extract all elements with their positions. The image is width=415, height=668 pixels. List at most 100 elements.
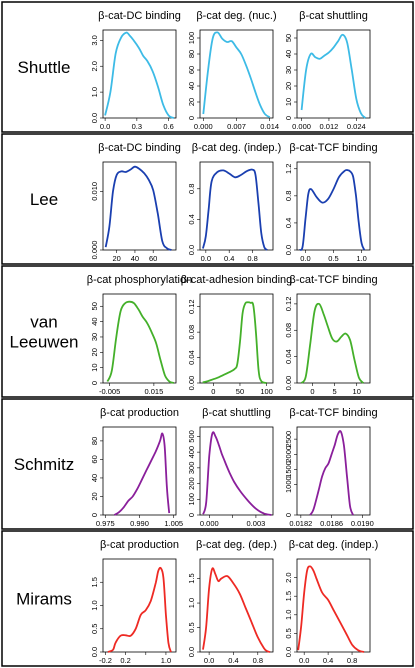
- y-tick-label: 80: [90, 437, 99, 445]
- density-curve: [299, 169, 366, 251]
- y-tick-label: 0.04: [284, 349, 293, 364]
- x-tick-label: 1.005: [164, 519, 183, 528]
- density-curve: [202, 301, 267, 384]
- panel-title: β-cat-DC binding: [98, 10, 181, 22]
- y-tick-label: 60: [90, 455, 99, 463]
- row-label: van Leeuwen: [9, 313, 78, 352]
- y-tick-label: 0.8: [187, 184, 196, 194]
- y-tick-label: 100: [187, 493, 196, 506]
- y-tick-label: 0.4: [187, 214, 196, 224]
- x-tick-label: 0.0: [299, 656, 309, 665]
- x-tick-label: -0.2: [99, 656, 112, 665]
- panel-schmitz-2: β-cat shuttling 0.000 0.003 0 100 200 300 400 50…: [187, 407, 274, 528]
- plot-frame: [296, 161, 371, 251]
- panel-title: β-cat phosphorylation: [87, 274, 192, 286]
- y-tick-label: 1.2: [284, 164, 293, 174]
- plot-frame: [199, 558, 274, 653]
- y-tick-label: 0.5: [187, 622, 196, 632]
- x-tick-label: 10: [353, 387, 361, 396]
- x-tick-label: 0.012: [320, 122, 339, 131]
- y-tick-label: 0.8: [284, 191, 293, 201]
- model-row-mirams: Mirams β-cat production -0.2 0.2 1.0 0.0 0.5 1.…: [1, 530, 414, 667]
- panel-mirams-2: β-cat deg. (dep.) 0.0 0.4 0.8 0.0 0.5 1.0 1.5: [187, 539, 277, 665]
- y-tick-label: 1.5: [90, 577, 99, 587]
- density-curve: [297, 565, 365, 653]
- x-tick-label: 60: [149, 254, 157, 263]
- x-tick-label: 0.2: [120, 656, 130, 665]
- x-tick-label: 0.0: [204, 656, 214, 665]
- y-tick-label: 400: [187, 446, 196, 459]
- y-tick-label: 0.08: [284, 323, 293, 338]
- y-tick-label: 0: [284, 513, 293, 517]
- y-tick-label: 50: [284, 34, 293, 42]
- y-tick-label: 0.0: [90, 647, 99, 657]
- x-tick-label: 0.4: [228, 656, 238, 665]
- y-tick-label: 20: [187, 98, 196, 106]
- y-tick-label: 2000: [284, 446, 293, 463]
- panel-lee-3: β-cat-TCF binding 0.0 0.5 1.0 0.0 0.4 0.8 1.2: [284, 142, 378, 263]
- y-tick-label: 60: [187, 66, 196, 74]
- row-frame: [1, 1, 414, 133]
- x-tick-label: 0.0: [300, 254, 310, 263]
- y-tick-label: 1.0: [187, 598, 196, 608]
- x-tick-label: 0.0: [201, 254, 211, 263]
- y-tick-label: 1500: [284, 461, 293, 478]
- panel-van-leeuwen-3: β-cat-TCF binding 0 5 10 0.00 0.04 0.08 0.12: [284, 274, 378, 396]
- x-tick-label: 0.000: [194, 122, 213, 131]
- x-tick-label: 40: [131, 254, 139, 263]
- x-tick-label: 0.8: [247, 254, 257, 263]
- panel-title: β-cat deg. (indep.): [192, 142, 281, 154]
- y-tick-label: 200: [187, 477, 196, 490]
- x-tick-label: 0.0190: [351, 519, 374, 528]
- y-tick-label: 1.5: [284, 591, 293, 601]
- y-tick-label: 80: [187, 50, 196, 58]
- plot-frame: [296, 29, 371, 119]
- x-tick-label: 5: [333, 387, 337, 396]
- y-tick-label: 1.0: [90, 87, 99, 97]
- density-curve: [107, 566, 172, 653]
- y-tick-label: 3.0: [90, 35, 99, 45]
- panel-title: β-cat deg. (dep.): [196, 539, 277, 551]
- y-tick-label: 40: [187, 82, 196, 90]
- panel-title: β-cat production: [100, 539, 179, 551]
- panel-shuttle-3: β-cat shuttling 0.000 0.012 0.024 0 10 20 30 40 5…: [284, 10, 371, 131]
- y-tick-label: 2.0: [90, 61, 99, 71]
- y-tick-label: 10: [284, 98, 293, 106]
- panel-title: β-cat shuttling: [202, 407, 271, 419]
- x-tick-label: 0.4: [323, 656, 333, 665]
- y-tick-label: 40: [284, 50, 293, 58]
- panel-title: β-cat-TCF binding: [289, 407, 377, 419]
- row-label: Shuttle: [18, 58, 71, 77]
- x-tick-label: 0.3: [132, 122, 142, 131]
- y-tick-label: 0: [90, 381, 99, 385]
- x-tick-label: 0.007: [227, 122, 246, 131]
- density-curve: [104, 31, 175, 119]
- y-tick-label: 0.5: [284, 628, 293, 638]
- y-tick-label: 0: [90, 513, 99, 517]
- y-tick-label: 1.5: [187, 573, 196, 583]
- y-tick-label: 0.12: [187, 299, 196, 314]
- density-curve: [202, 431, 272, 516]
- x-tick-label: 0.8: [253, 656, 263, 665]
- x-tick-label: 50: [236, 387, 244, 396]
- y-tick-label: 0.0: [284, 647, 293, 657]
- panel-title: β-cat deg. (nuc.): [196, 10, 276, 22]
- x-tick-label: 1.0: [356, 254, 366, 263]
- model-row-shuttle: Shuttle β-cat-DC binding 0.0 0.3 0.6 0.0 1.0 2.…: [1, 1, 414, 133]
- x-tick-label: 20: [113, 254, 121, 263]
- x-tick-label: 0.6: [163, 122, 173, 131]
- row-label: Schmitz: [14, 455, 74, 474]
- panel-mirams-3: β-cat deg. (indep.) 0.0 0.4 0.8 0.0 0.5 1.0 1.5…: [284, 539, 378, 665]
- row-frame: [1, 265, 414, 398]
- x-tick-label: 0.0186: [320, 519, 343, 528]
- density-curve: [300, 33, 367, 119]
- x-tick-label: 0.5: [328, 254, 338, 263]
- model-row-van-leeuwen: van Leeuwen β-cat phosphorylation -0.005 0.0…: [1, 265, 414, 398]
- y-tick-label: 0: [187, 513, 196, 517]
- panel-shuttle-1: β-cat-DC binding 0.0 0.3 0.6 0.0 1.0 2.0 3.0: [90, 10, 181, 131]
- x-tick-label: 0.0182: [289, 519, 312, 528]
- row-frame: [1, 530, 414, 667]
- panel-lee-1: β-cat-DC binding 20 40 60 0.000 0.010: [90, 142, 181, 263]
